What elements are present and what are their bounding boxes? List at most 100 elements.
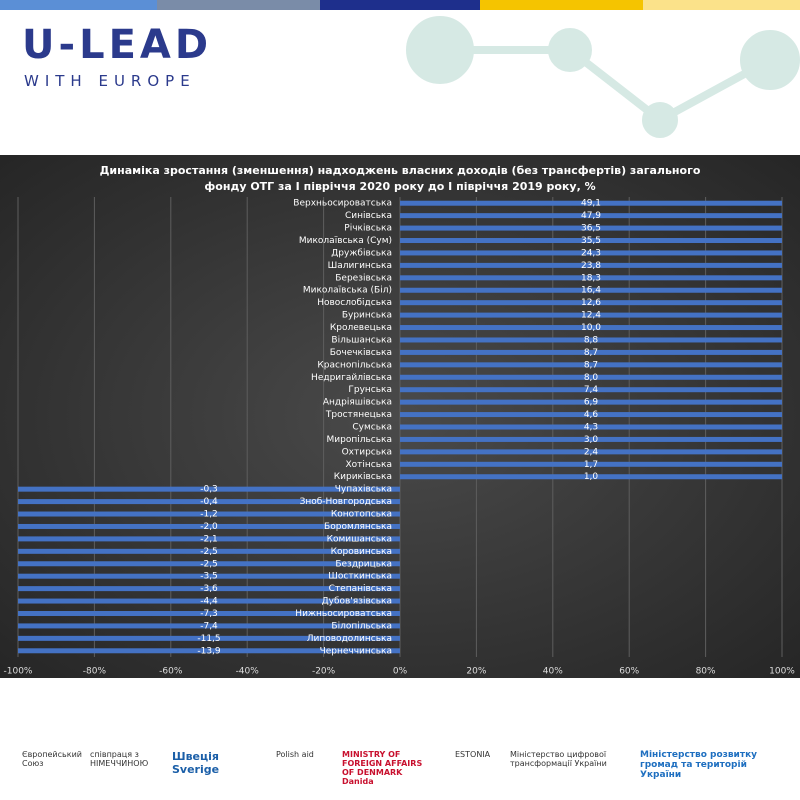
x-tick-label: 100% <box>769 667 795 677</box>
data-label: -2,0 <box>200 522 218 532</box>
data-label: 2,4 <box>584 447 599 457</box>
chart-title: фонду ОТГ за І півріччя 2020 року до І п… <box>204 180 595 193</box>
category-label: Коровинська <box>331 547 392 557</box>
stripe <box>320 0 480 10</box>
bar <box>18 511 400 517</box>
category-label: Чернеччинська <box>320 646 392 656</box>
category-label: Дружбівська <box>331 248 392 258</box>
stripe <box>643 0 800 10</box>
bar <box>400 200 782 206</box>
category-label: Степанівська <box>329 584 392 594</box>
data-label: -13,9 <box>197 646 221 656</box>
data-label: 12,4 <box>581 311 601 321</box>
x-tick-label: 80% <box>696 667 716 677</box>
category-label: Вільшанська <box>331 335 392 345</box>
category-label: Верхньосироватська <box>293 199 392 209</box>
category-label: Кириківська <box>334 472 392 482</box>
stripe <box>480 0 643 10</box>
data-label: 10,0 <box>581 323 601 333</box>
category-label: Буринська <box>342 311 392 321</box>
category-label: Шалигинська <box>328 261 392 271</box>
category-label: Миколаївська (Біл) <box>303 286 392 296</box>
category-label: Грунська <box>348 385 392 395</box>
bar <box>18 486 400 492</box>
data-label: 8,7 <box>584 360 598 370</box>
data-label: 36,5 <box>581 224 601 234</box>
data-label: -0,4 <box>200 497 218 507</box>
partner-logo: Міністерство цифрової трансформації Укра… <box>510 750 607 768</box>
bar <box>18 586 400 592</box>
data-label: 6,9 <box>584 398 599 408</box>
category-label: Миколаївська (Сум) <box>299 236 392 246</box>
partner-logo: MINISTRY OF FOREIGN AFFAIRS OF DENMARK D… <box>342 750 423 786</box>
category-label: Річківська <box>344 224 392 234</box>
bar <box>18 573 400 579</box>
bar <box>18 610 400 616</box>
category-label: Миропільська <box>327 435 392 445</box>
data-label: 49,1 <box>581 199 601 209</box>
data-label: 7,4 <box>584 385 599 395</box>
bar <box>400 238 782 244</box>
data-label: -3,6 <box>200 584 218 594</box>
category-label: Чупахівська <box>335 485 392 495</box>
data-label: 1,7 <box>584 460 598 470</box>
data-label: 3,0 <box>584 435 599 445</box>
data-label: -2,5 <box>200 559 218 569</box>
data-label: 23,8 <box>581 261 601 271</box>
category-label: Охтирська <box>342 447 392 457</box>
partner-logo: співпраця з НІМЕЧЧИНОЮ <box>90 750 149 768</box>
partner-logo: Polish aid <box>276 750 314 759</box>
category-label: Кролевецька <box>330 323 392 333</box>
data-label: -7,4 <box>200 621 218 631</box>
bar <box>400 412 782 418</box>
data-label: -2,1 <box>200 534 218 544</box>
bar <box>400 325 782 331</box>
partner-logo: Європейський Союз <box>22 750 82 768</box>
category-label: Дубов'язівська <box>322 597 392 607</box>
x-tick-label: -80% <box>83 667 107 677</box>
category-label: Андріяшівська <box>323 398 392 408</box>
category-label: Шосткинська <box>328 572 392 582</box>
bar <box>400 337 782 343</box>
data-label: 4,3 <box>584 423 598 433</box>
bar <box>18 499 400 505</box>
brand-subtitle: WITH EUROPE <box>24 72 196 90</box>
partner-logo: ESTONIA <box>455 750 491 759</box>
bar <box>18 561 400 567</box>
category-label: Недригайлівська <box>311 373 392 383</box>
bar <box>400 300 782 306</box>
bar <box>400 213 782 219</box>
brand: U-LEAD <box>22 22 213 68</box>
category-label: Зноб-Новгородська <box>300 497 392 507</box>
category-label: Комишанська <box>327 534 392 544</box>
data-label: 8,7 <box>584 348 598 358</box>
bar <box>400 312 782 318</box>
data-label: -4,4 <box>200 597 218 607</box>
x-tick-label: 60% <box>619 667 639 677</box>
partner-logo: Міністерство розвитку громад та територі… <box>640 750 758 780</box>
bar <box>400 424 782 430</box>
category-label: Сумська <box>352 423 392 433</box>
bar <box>18 635 400 641</box>
bar <box>400 362 782 368</box>
bar <box>18 536 400 542</box>
category-label: Березівська <box>335 273 392 283</box>
stripe <box>157 0 320 10</box>
bar <box>400 262 782 268</box>
category-label: Тростянецька <box>325 410 392 420</box>
data-label: 12,6 <box>581 298 601 308</box>
category-label: Білопільська <box>331 621 392 631</box>
category-label: Липоводолинська <box>307 634 392 644</box>
data-label: 8,8 <box>584 335 599 345</box>
data-label: 8,0 <box>584 373 599 383</box>
category-label: Краснопільська <box>317 360 392 370</box>
bar <box>400 250 782 256</box>
data-label: 35,5 <box>581 236 601 246</box>
partner-logo: Швеція Sverige <box>172 750 220 776</box>
bar <box>18 648 400 654</box>
x-tick-label: 0% <box>393 667 408 677</box>
x-tick-label: -100% <box>4 667 33 677</box>
data-label: -7,3 <box>200 609 218 619</box>
x-tick-label: -20% <box>312 667 336 677</box>
chart: Динаміка зростання (зменшення) надходжен… <box>0 155 800 678</box>
